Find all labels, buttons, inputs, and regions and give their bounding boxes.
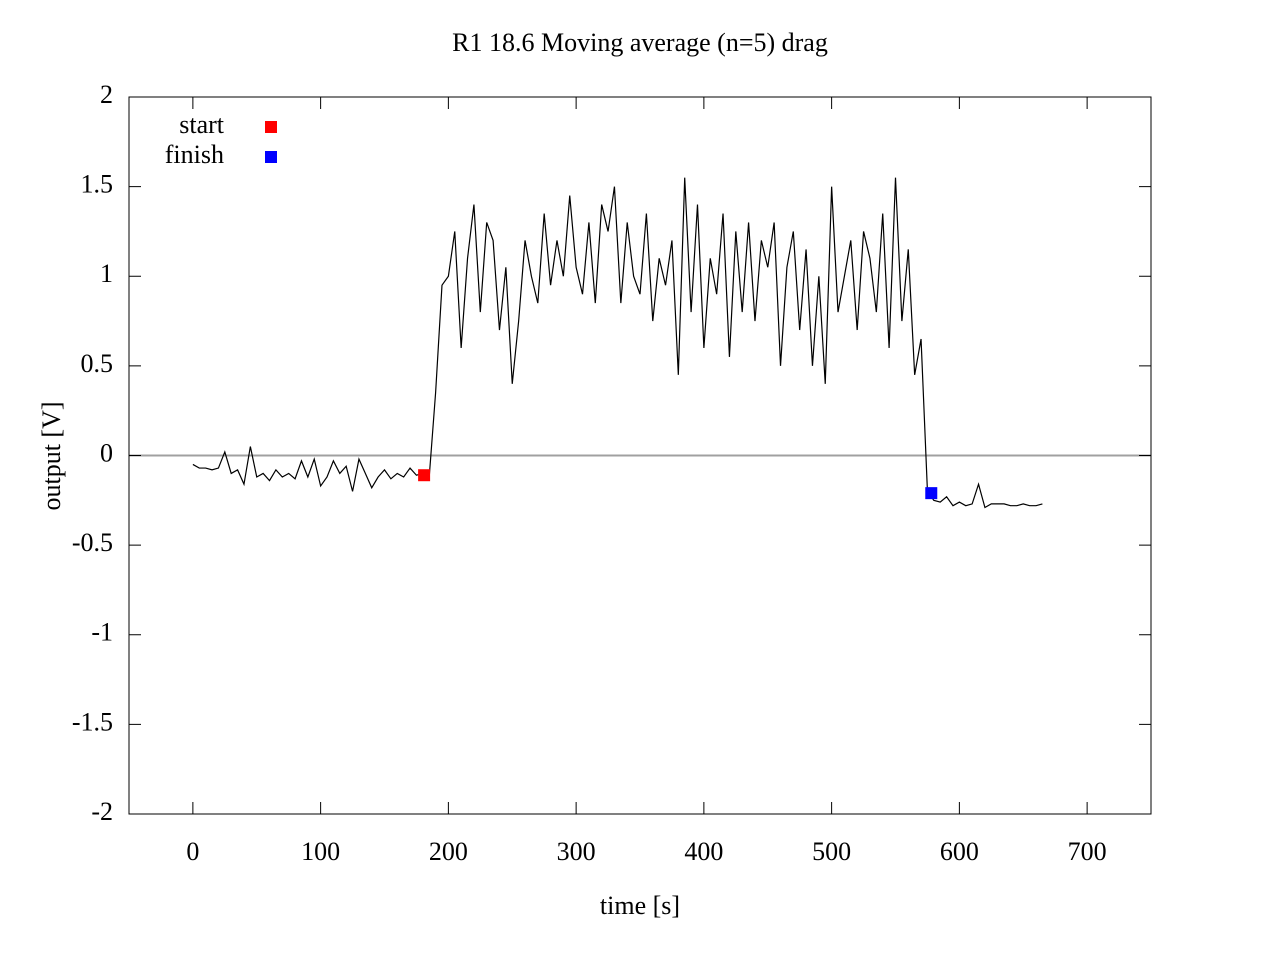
data-line (192, 177, 1043, 509)
x-tick-label: 100 (301, 837, 340, 866)
point-marker (925, 487, 938, 500)
chart-title: R1 18.6 Moving average (n=5) drag (452, 28, 828, 57)
y-tick-label: -2 (91, 797, 113, 826)
legend-label: start (179, 110, 225, 139)
y-tick-label: 1 (100, 259, 113, 288)
y-tick-label: -1 (91, 618, 113, 647)
x-axis-label: time [s] (600, 891, 680, 920)
y-tick-label: 0.5 (81, 349, 114, 378)
y-tick-label: 0 (100, 438, 113, 467)
x-tick-label: 400 (684, 837, 723, 866)
y-axis-label: output [V] (37, 401, 66, 510)
y-tick-label: 2 (100, 80, 113, 109)
x-tick-label: 700 (1068, 837, 1107, 866)
y-tick-label: 1.5 (81, 170, 114, 199)
x-tick-label: 300 (557, 837, 596, 866)
x-tick-label: 600 (940, 837, 979, 866)
x-tick-label: 0 (186, 837, 199, 866)
legend-marker (265, 151, 277, 163)
point-marker (418, 469, 431, 482)
legend-marker (265, 121, 277, 133)
x-tick-label: 500 (812, 837, 851, 866)
y-tick-label: -0.5 (72, 528, 113, 557)
plot-frame (128, 96, 1152, 815)
y-tick-label: -1.5 (72, 707, 113, 736)
x-tick-label: 200 (429, 837, 468, 866)
legend-label: finish (165, 140, 224, 169)
